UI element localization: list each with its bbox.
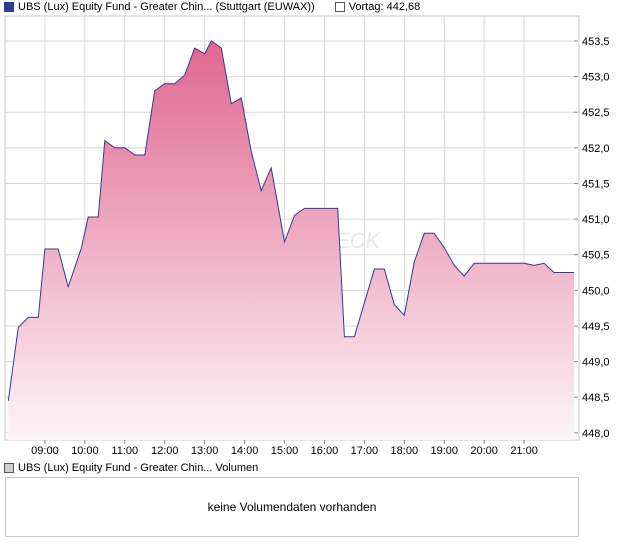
volume-empty-message: keine Volumendaten vorhanden (207, 500, 377, 514)
y-tick-label: 450,5 (582, 250, 610, 262)
x-tick-label: 11:00 (111, 445, 138, 457)
x-tick-label: 14:00 (231, 445, 259, 457)
y-tick-label: 451,5 (582, 178, 610, 190)
x-tick-label: 17:00 (351, 445, 379, 457)
previous-close-swatch (334, 2, 345, 12)
x-tick-label: 10:00 (71, 445, 99, 457)
y-tick-label: 453,0 (582, 72, 610, 84)
y-tick-label: 450,0 (582, 285, 610, 297)
y-tick-label: 448,5 (582, 392, 610, 404)
x-tick-label: 13:00 (191, 445, 219, 457)
volume-legend-label: UBS (Lux) Equity Fund - Greater Chin... … (18, 462, 259, 474)
volume-legend: UBS (Lux) Equity Fund - Greater Chin... … (4, 461, 258, 475)
y-tick-label: 449,0 (582, 357, 610, 369)
x-tick-label: 12:00 (151, 445, 179, 457)
previous-close-label: Vortag: 442,68 (348, 1, 421, 13)
x-tick-label: 21:00 (510, 445, 538, 457)
x-tick-label: 19:00 (430, 445, 458, 457)
y-tick-label: 451,0 (582, 214, 610, 226)
y-tick-label: 452,5 (582, 107, 610, 119)
series-legend-swatch (4, 2, 14, 12)
volume-panel: keine Volumendaten vorhanden (5, 477, 579, 537)
x-tick-label: 20:00 (470, 445, 498, 457)
y-tick-label: 452,0 (582, 143, 610, 155)
watermark-text: ECK (335, 228, 382, 253)
price-line (7, 40, 574, 401)
x-tick-label: 16:00 (311, 445, 339, 457)
price-chart: ECK 448,0448,5449,0449,5450,0450,5451,04… (4, 15, 610, 457)
x-axis-ticks: 09:00 10:00 11:00 12:00 13:00 14:00 15:00 16:00… (31, 440, 538, 457)
chart-legend: UBS (Lux) Equity Fund - Greater Chin... … (4, 0, 420, 14)
y-tick-label: 449,5 (582, 321, 610, 333)
x-tick-label: 09:00 (31, 445, 59, 457)
volume-legend-swatch (4, 463, 14, 473)
series-legend-label: UBS (Lux) Equity Fund - Greater Chin... … (18, 1, 315, 13)
price-area-fill (8, 40, 575, 441)
y-axis-ticks: 448,0 448,5 449,0 449,5 450,0 450,5 451,0 451,5… (574, 36, 610, 440)
y-tick-label: 453,5 (582, 36, 610, 48)
y-tick-label: 448,0 (582, 428, 610, 440)
previous-close-legend: Vortag: 442,68 (334, 1, 421, 13)
x-tick-label: 18:00 (391, 445, 419, 457)
x-tick-label: 15:00 (271, 445, 299, 457)
